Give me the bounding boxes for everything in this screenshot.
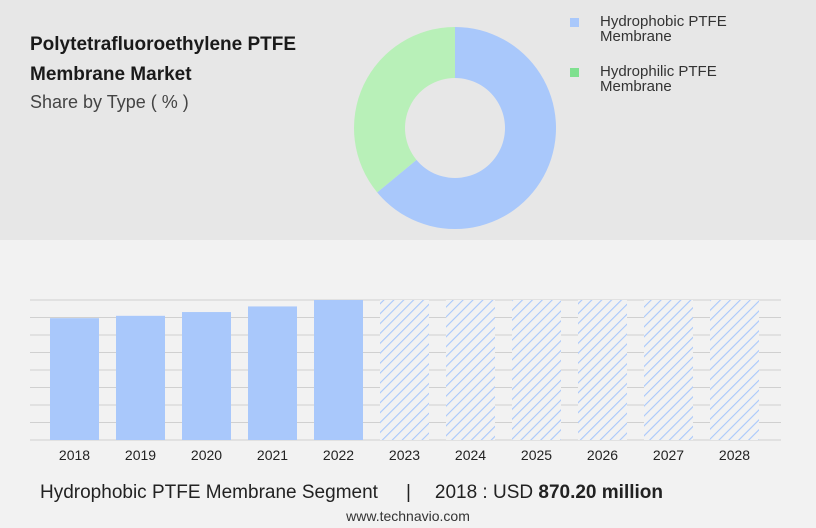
bar-2022 — [314, 300, 363, 440]
footer-summary: Hydrophobic PTFE Membrane Segment | 2018 :… — [40, 482, 780, 504]
x-tick-label: 2026 — [587, 447, 618, 463]
x-tick-label: 2023 — [389, 447, 420, 463]
donut-slice-hydrophilic — [353, 27, 455, 193]
donut-chart — [353, 27, 556, 230]
x-tick-label: 2028 — [719, 447, 750, 463]
chart-title: Polytetrafluoroethylene PTFE Membrane Ma… — [30, 34, 297, 85]
forecast-bar-2027 — [644, 300, 693, 440]
forecast-bar-2028 — [710, 300, 759, 440]
forecast-bar-2025 — [512, 300, 561, 440]
x-tick-label: 2027 — [653, 447, 684, 463]
bar-2018 — [50, 318, 99, 440]
footer-separator: | — [405, 482, 411, 503]
bar-2021 — [248, 306, 297, 440]
legend-swatch-hydrophilic — [570, 68, 579, 77]
legend-label-hydrophilic: Hydrophilic PTFE Membrane — [600, 63, 717, 95]
legend-swatch-hydrophobic — [570, 18, 579, 27]
x-tick-label: 2019 — [125, 447, 156, 463]
x-tick-label: 2024 — [455, 447, 486, 463]
footer-segment: Hydrophobic PTFE Membrane Segment — [40, 482, 378, 503]
forecast-bar-2026 — [578, 300, 627, 440]
forecast-bar-2024 — [446, 300, 495, 440]
bar-2020 — [182, 312, 231, 440]
bar-2019 — [116, 315, 165, 440]
source-url: www.technavio.com — [346, 508, 470, 524]
x-tick-label: 2025 — [521, 447, 552, 463]
footer-value: 870.20 million — [538, 482, 664, 503]
legend-item-hydrophobic: Hydrophobic PTFE Membrane — [568, 14, 788, 44]
legend: Hydrophobic PTFE Membrane Hydrophilic PT… — [568, 14, 788, 114]
forecast-bar-2023 — [380, 300, 429, 440]
legend-label-hydrophobic: Hydrophobic PTFE Membrane — [600, 13, 727, 45]
x-tick-label: 2018 — [59, 447, 90, 463]
x-tick-label: 2021 — [257, 447, 288, 463]
x-tick-label: 2022 — [323, 447, 354, 463]
chart-subtitle: Share by Type ( % ) — [30, 92, 189, 112]
legend-item-hydrophilic: Hydrophilic PTFE Membrane — [568, 64, 788, 94]
x-tick-label: 2020 — [191, 447, 222, 463]
footer-year-label: 2018 : USD — [434, 482, 534, 503]
donut-slice-hydrophobic — [377, 27, 556, 230]
